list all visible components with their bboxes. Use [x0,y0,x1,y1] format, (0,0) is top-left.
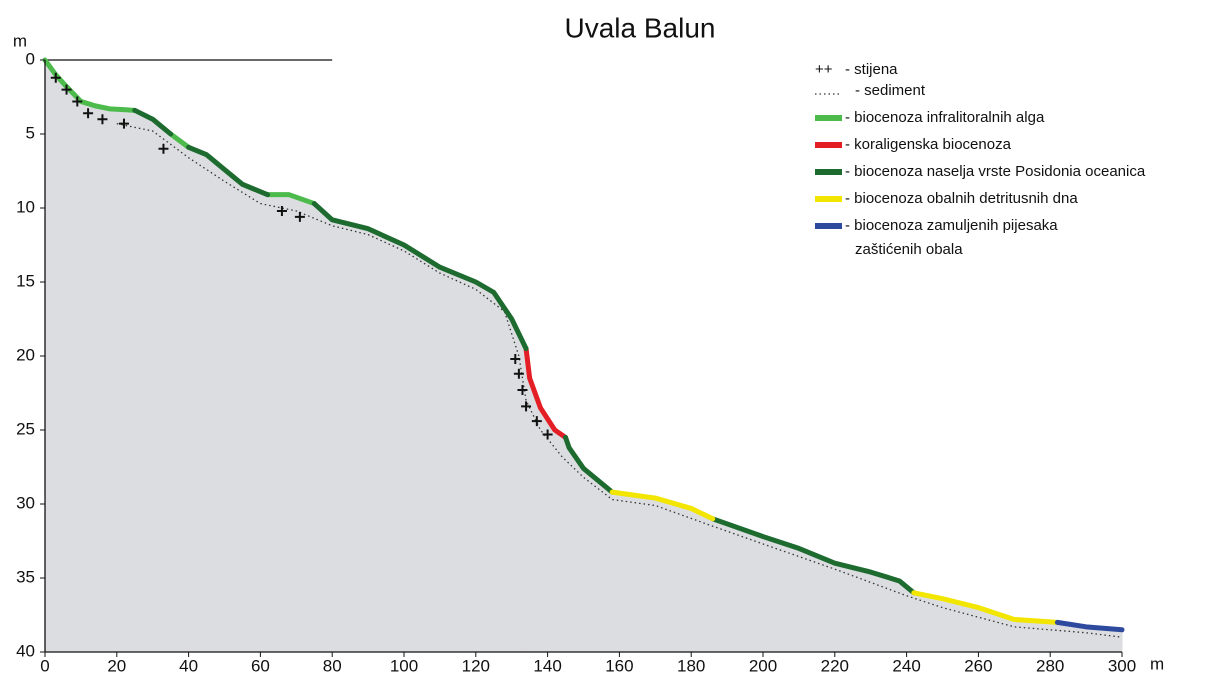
x-tick-label: 140 [533,656,561,675]
rock-marker [83,108,94,119]
rock-marker [118,118,129,129]
x-tick-label: 80 [323,656,342,675]
x-tick-label: 260 [964,656,992,675]
seabed-area [712,518,915,653]
rock-marker [542,429,553,440]
seabed-area [44,58,136,653]
rock-marker [276,205,287,216]
rock-marker [510,353,521,364]
x-tick-label: 280 [1036,656,1064,675]
profile-fill [44,58,1123,653]
rock-marker [61,84,72,95]
x-tick-label: 60 [251,656,270,675]
legend-label: - sediment [855,82,926,99]
zone-line [132,107,917,596]
y-tick-label: 15 [16,271,35,290]
x-tick-label: 300 [1108,656,1136,675]
zone-line [1054,619,1125,633]
y-tick-label: 30 [16,493,35,512]
x-tick-label: 180 [677,656,705,675]
seabed-area [267,194,315,653]
legend-label: - biocenoza obalnih detritusnih dna [845,190,1078,207]
seabed-area [134,109,172,653]
seabed-area [565,437,613,653]
y-tick-label: 35 [16,567,35,586]
seabed-area [188,146,269,653]
y-tick-label: 20 [16,345,35,364]
y-tick-label: 10 [16,197,35,216]
x-tick-label: 100 [390,656,418,675]
x-axis-label: m [1150,654,1164,673]
zone-line [523,346,569,440]
zone-line [609,489,1060,625]
legend-label: - biocenoza naselja vrste Posidonia ocea… [845,163,1146,180]
rock-marker [72,96,83,107]
rock-marker [517,385,528,396]
legend-symbol: ++ [815,61,833,78]
rock-marker [521,401,532,412]
rock-marker [97,114,108,125]
rock-marker [294,211,305,222]
seabed-area [313,202,527,653]
legend-label: - biocenoza zamuljenih pijesaka [845,217,1058,234]
x-tick-label: 20 [107,656,126,675]
legend-label: zaštićenih obala [855,241,963,258]
seabed-area [170,133,190,653]
x-tick-label: 200 [749,656,777,675]
rock-marker [50,72,61,83]
sediment-line [116,123,1123,638]
x-tick-label: 40 [179,656,198,675]
chart-title: Uvala Balun [565,12,716,43]
seabed-area [611,491,714,653]
legend-label: - stijena [845,61,898,78]
y-tick-label: 5 [26,123,35,142]
y-tick-label: 40 [16,641,35,660]
x-tick-label: 120 [462,656,490,675]
y-tick-label: 0 [26,49,35,68]
y-tick-label: 25 [16,419,35,438]
y-axis-label: m [13,31,27,50]
x-tick-label: 0 [40,656,49,675]
rock-marker [531,416,542,427]
legend-label: - koraligenska biocenoza [845,136,1012,153]
legend-label: - biocenoza infralitoralnih alga [845,109,1045,126]
x-tick-label: 240 [892,656,920,675]
rock-marker [158,143,169,154]
x-tick-label: 160 [605,656,633,675]
rock-marker [513,368,524,379]
x-tick-label: 220 [821,656,849,675]
seabed-area [525,348,567,653]
